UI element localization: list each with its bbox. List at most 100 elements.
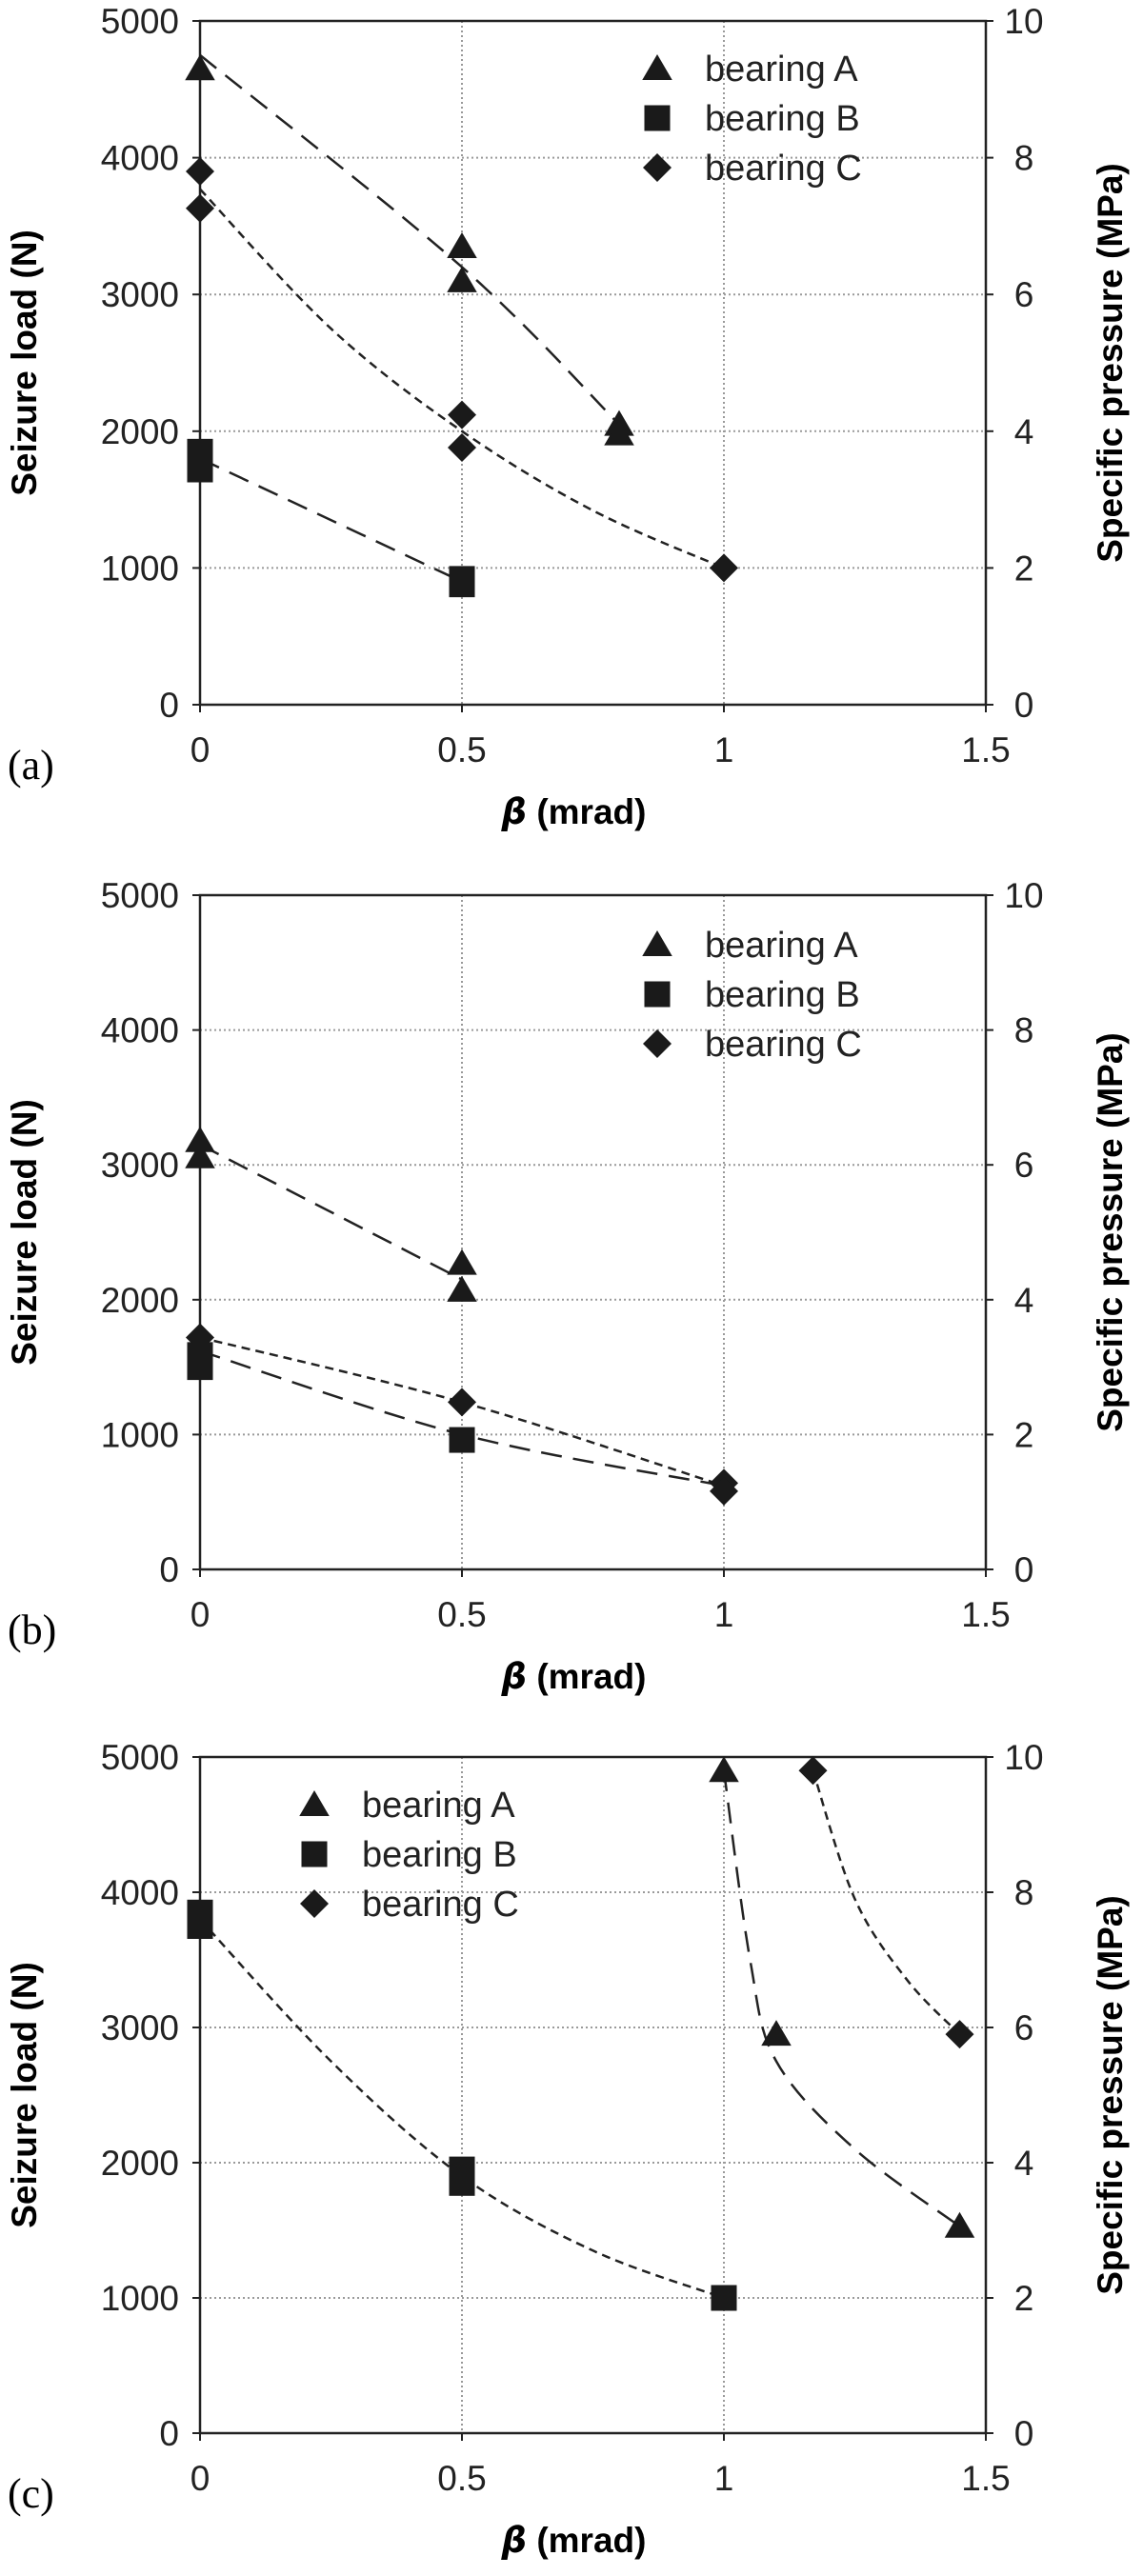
x-tick-label: 0.5 — [437, 730, 486, 769]
legend-marker-diamond — [643, 1029, 672, 1058]
series-line — [199, 1143, 463, 1281]
x-tick-label: 1.5 — [961, 1595, 1010, 1634]
plot-frame — [198, 1755, 988, 2435]
y-axis-title: Seizure load (N) — [5, 230, 44, 496]
x-axis-unit: (mrad) — [527, 2521, 646, 2560]
data-point-diamond — [710, 553, 738, 583]
data-point-triangle — [185, 54, 215, 81]
legend: bearing A bearing B bearing C — [642, 50, 862, 189]
data-point-diamond — [448, 1388, 476, 1417]
y2-axis-title: Specific pressure (MPa) — [1091, 1032, 1130, 1431]
y-tick-label: 4000 — [101, 139, 179, 178]
data-point-square — [449, 571, 475, 598]
y2-tick-label: 4 — [1014, 412, 1034, 451]
y-tick-label: 5000 — [101, 1738, 179, 1777]
data-point-square — [711, 2285, 737, 2311]
series-triangle — [185, 53, 634, 446]
x-axis-title: β (mrad) — [501, 2520, 647, 2561]
y-tick-label: 1000 — [101, 2279, 179, 2318]
y-tick-label: 2000 — [101, 2144, 179, 2183]
legend-label: bearing A — [362, 1786, 515, 1826]
data-point-diamond — [448, 433, 476, 463]
legend: bearing A bearing B bearing C — [299, 1786, 519, 1925]
series-triangle — [709, 1756, 975, 2238]
series-square — [187, 1342, 725, 1488]
y2-tick-label: 4 — [1014, 2144, 1034, 2183]
x-axis-title: β (mrad) — [501, 791, 647, 832]
y2-tick-label: 2 — [1014, 549, 1034, 588]
panel-label: (a) — [8, 742, 54, 789]
legend: bearing A bearing B bearing C — [642, 926, 862, 1065]
y2-tick-label: 8 — [1014, 139, 1034, 178]
legend-label: bearing A — [705, 926, 858, 966]
y2-tick-label: 2 — [1014, 2279, 1034, 2318]
x-tick-label: 0.5 — [437, 1595, 486, 1634]
legend-label: bearing C — [705, 1025, 862, 1065]
x-axis-unit: (mrad) — [527, 792, 646, 831]
data-point-diamond — [186, 156, 214, 186]
series-line — [199, 188, 725, 569]
y-axis-title: Seizure load (N) — [5, 1962, 44, 2228]
legend-marker-square — [301, 1841, 328, 1867]
data-point-triangle — [185, 1126, 215, 1152]
x-tick-label: 0 — [190, 730, 211, 769]
data-point-triangle — [447, 231, 477, 258]
y2-tick-label: 10 — [1004, 2, 1043, 41]
series-line — [199, 53, 620, 426]
series-line — [199, 1349, 725, 1488]
series-line — [199, 1336, 725, 1488]
data-point-square — [187, 1913, 213, 1939]
y-tick-label: 0 — [159, 2414, 179, 2453]
y2-tick-label: 6 — [1014, 275, 1034, 314]
x-tick-label: 1.5 — [961, 2459, 1010, 2498]
data-point-triangle — [604, 419, 634, 446]
data-point-triangle — [185, 1142, 215, 1168]
y-tick-label: 4000 — [101, 1873, 179, 1912]
y-tick-label: 2000 — [101, 412, 179, 451]
x-tick-label: 0.5 — [437, 2459, 486, 2498]
data-point-diamond — [945, 2020, 974, 2049]
y2-tick-label: 0 — [1014, 686, 1034, 725]
data-point-diamond — [710, 1476, 738, 1506]
data-point-triangle — [447, 266, 477, 292]
series-triangle — [185, 1126, 477, 1302]
chart-panel-2: 0 1000 2000 3000 4000 5000 0 2 4 6 8 10 0 0.5 1 1.5 Seiz… — [5, 876, 1130, 1697]
y-tick-label: 3000 — [101, 1146, 179, 1185]
data-point-triangle — [447, 1275, 477, 1302]
y2-tick-label: 6 — [1014, 1146, 1034, 1185]
y2-tick-label: 6 — [1014, 2008, 1034, 2047]
series-line — [812, 1769, 961, 2035]
x-tick-label: 1 — [714, 1595, 734, 1634]
y2-tick-label: 4 — [1014, 1281, 1034, 1320]
data-point-diamond — [798, 1756, 828, 1786]
x-tick-label: 0 — [190, 2459, 211, 2498]
panel-label: (c) — [8, 2470, 54, 2517]
data-point-diamond — [448, 400, 476, 429]
y2-tick-label: 10 — [1004, 876, 1043, 915]
y2-tick-label: 8 — [1014, 1011, 1034, 1050]
legend-label: bearing C — [705, 149, 862, 189]
x-tick-label: 1 — [714, 2459, 734, 2498]
x-tick-label: 0 — [190, 1595, 211, 1634]
y-tick-label: 0 — [159, 686, 179, 725]
legend-marker-triangle — [299, 1790, 330, 1816]
legend-label: bearing C — [362, 1885, 519, 1925]
x-axis-title: β (mrad) — [501, 1656, 647, 1697]
plot-frame — [198, 19, 988, 707]
panel-label: (b) — [8, 1607, 56, 1653]
chart-panel-3: 0 1000 2000 3000 4000 5000 0 2 4 6 8 10 0 0.5 1 1.5 Seiz… — [5, 1738, 1130, 2561]
y2-tick-label: 2 — [1014, 1415, 1034, 1454]
data-point-triangle — [944, 2211, 975, 2238]
series-diamond — [798, 1756, 974, 2049]
data-point-triangle — [761, 2020, 792, 2047]
series-square — [187, 1899, 737, 2311]
x-axis-symbol: β — [501, 1656, 528, 1697]
legend-marker-diamond — [643, 153, 672, 182]
series-diamond — [186, 1323, 738, 1506]
data-point-triangle — [447, 1248, 477, 1275]
x-tick-label: 1 — [714, 730, 734, 769]
y-tick-label: 1000 — [101, 549, 179, 588]
data-point-square — [449, 1427, 475, 1453]
series-line — [199, 457, 463, 583]
data-point-diamond — [186, 1323, 214, 1352]
